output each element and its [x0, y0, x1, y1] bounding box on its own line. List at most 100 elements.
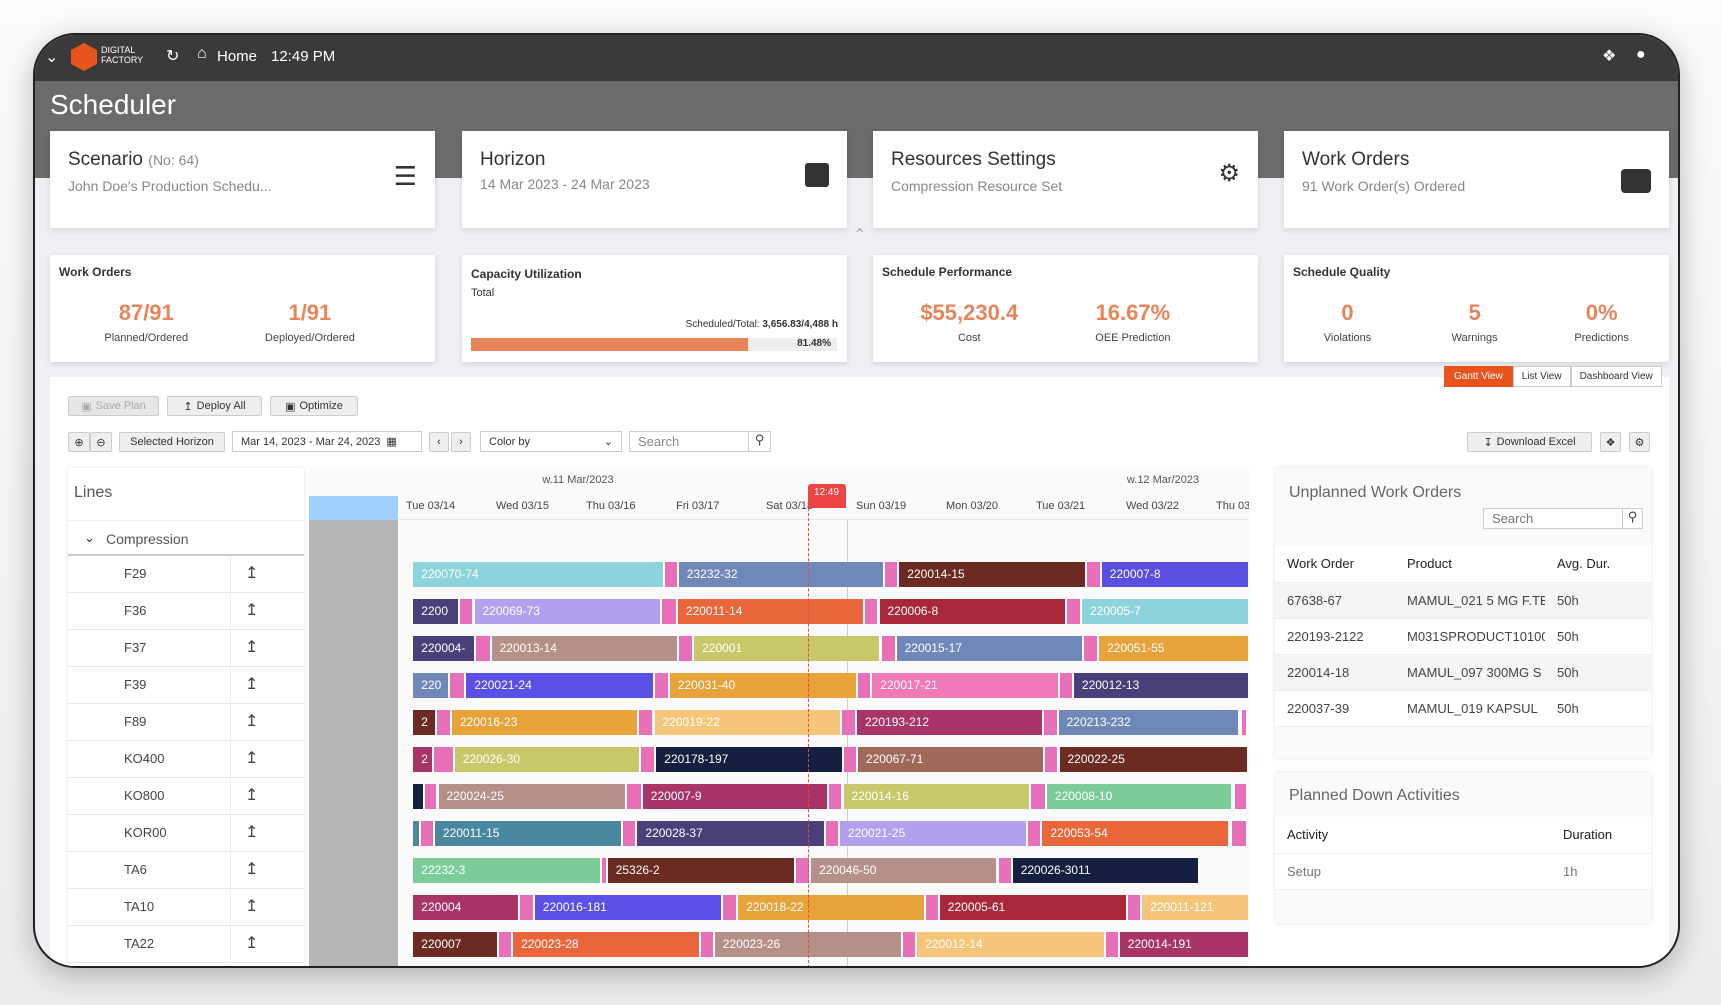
work-order-bar[interactable]: 220011-121: [1142, 895, 1248, 920]
work-order-bar[interactable]: 220016-181: [534, 895, 722, 920]
work-order-bar[interactable]: 220007-9: [642, 784, 828, 809]
deploy-line-icon[interactable]: ↥: [245, 713, 259, 730]
chevron-down-icon[interactable]: ⌄: [45, 49, 59, 66]
work-order-bar[interactable]: 220178-197: [656, 747, 842, 772]
work-order-bar[interactable]: 220005-61: [939, 895, 1127, 920]
fullscreen-gantt-button[interactable]: ❖: [1600, 432, 1621, 452]
deploy-line-icon[interactable]: ↥: [245, 787, 259, 804]
deploy-all-button[interactable]: ↥ Deploy All: [167, 396, 262, 416]
tab-dashboard-view[interactable]: Dashboard View: [1570, 366, 1662, 387]
calendar-icon[interactable]: ▦: [386, 436, 397, 448]
work-order-bar[interactable]: 220005-7: [1082, 599, 1248, 624]
col-header[interactable]: Avg. Dur.: [1545, 546, 1651, 583]
prev-button[interactable]: ‹: [429, 432, 449, 452]
calendar-icon[interactable]: [805, 163, 829, 187]
line-row[interactable]: TA22 ↥: [68, 926, 304, 963]
horizon-card[interactable]: Horizon 14 Mar 2023 - 24 Mar 2023: [462, 131, 847, 228]
work-order-bar[interactable]: 23232-32: [678, 562, 884, 587]
work-order-bar[interactable]: 220001: [694, 636, 880, 661]
work-order-bar[interactable]: 220014-16: [843, 784, 1029, 809]
work-order-bar[interactable]: 220022-25: [1059, 747, 1247, 772]
work-order-bar[interactable]: 2: [413, 747, 433, 772]
work-order-bar[interactable]: 22232-3: [413, 858, 600, 883]
list-alt-icon[interactable]: [1621, 169, 1651, 193]
line-row[interactable]: KOR00 ↥: [68, 815, 304, 852]
line-row[interactable]: TA6 ↥: [68, 852, 304, 889]
col-header[interactable]: Work Order: [1275, 546, 1395, 583]
deploy-line-icon[interactable]: ↥: [245, 898, 259, 915]
work-order-bar[interactable]: 220053-54: [1042, 821, 1228, 846]
work-order-bar[interactable]: 220011-14: [677, 599, 864, 624]
work-order-bar[interactable]: 220021-25: [839, 821, 1027, 846]
work-order-bar[interactable]: 220051-55: [1099, 636, 1248, 661]
resources-card[interactable]: Resources Settings Compression Resource …: [873, 131, 1258, 228]
group-row-compression[interactable]: ⌄ Compression: [68, 520, 304, 556]
gantt-timeline[interactable]: w.11 Mar/2023 w.12 Mar/2023 Tue 03/14 Wed 0…: [309, 468, 1249, 966]
work-order-bar[interactable]: 220023-28: [513, 932, 699, 957]
col-header[interactable]: Activity: [1275, 817, 1551, 854]
color-by-select[interactable]: Color by ⌄: [480, 431, 622, 452]
gantt-search-input[interactable]: Search ⚲: [629, 431, 771, 452]
work-order-bar[interactable]: 2: [413, 710, 435, 735]
collapse-chevron-icon[interactable]: ⌃: [853, 227, 867, 244]
line-row[interactable]: F89 ↥: [68, 704, 304, 741]
work-order-bar[interactable]: 220007: [413, 932, 497, 957]
work-order-bar[interactable]: 220015-17: [896, 636, 1082, 661]
work-order-bar[interactable]: 220193-212: [857, 710, 1043, 735]
deploy-line-icon[interactable]: ↥: [245, 861, 259, 878]
work-order-bar[interactable]: 220213-232: [1058, 710, 1238, 735]
work-order-bar[interactable]: 220028-37: [637, 821, 824, 846]
deploy-line-icon[interactable]: ↥: [245, 750, 259, 767]
next-button[interactable]: ›: [451, 432, 471, 452]
work-order-bar[interactable]: 220070-74: [413, 562, 663, 587]
work-order-bar[interactable]: 220014-15: [899, 562, 1085, 587]
search-icon[interactable]: ⚲: [1622, 509, 1642, 528]
line-row[interactable]: KO400 ↥: [68, 741, 304, 778]
download-excel-button[interactable]: ↧ Download Excel: [1467, 432, 1592, 452]
work-order-bar[interactable]: 220013-14: [491, 636, 677, 661]
list-icon[interactable]: ☰: [393, 161, 417, 191]
gears-icon[interactable]: ⚙: [1218, 160, 1240, 187]
home-link[interactable]: Home: [217, 48, 258, 65]
line-row[interactable]: TA10 ↥: [68, 889, 304, 926]
work-order-bar[interactable]: 220012-13: [1073, 673, 1248, 698]
date-range-input[interactable]: Mar 14, 2023 - Mar 24, 2023 ▦: [232, 431, 422, 452]
work-order-bar[interactable]: 2200: [413, 599, 459, 624]
work-order-bar[interactable]: 220018-22: [738, 895, 924, 920]
work-order-bar[interactable]: 220067-71: [857, 747, 1044, 772]
fullscreen-icon[interactable]: ❖: [1602, 48, 1617, 65]
unplanned-search-input[interactable]: Search ⚲: [1483, 508, 1643, 529]
work-order-bar[interactable]: 220012-14: [917, 932, 1104, 957]
home-icon[interactable]: ⌂: [197, 45, 207, 62]
search-icon[interactable]: ⚲: [748, 432, 770, 451]
zoom-in-button[interactable]: ⊕: [68, 432, 90, 452]
deploy-line-icon[interactable]: ↥: [245, 935, 259, 952]
work-order-bar[interactable]: 220: [413, 673, 449, 698]
line-row[interactable]: F37 ↥: [68, 630, 304, 667]
selected-horizon-button[interactable]: Selected Horizon: [119, 432, 225, 452]
deploy-line-icon[interactable]: ↥: [245, 676, 259, 693]
work-order-bar[interactable]: 220008-10: [1046, 784, 1232, 809]
work-order-bar[interactable]: 220069-73: [474, 599, 660, 624]
scenario-card[interactable]: Scenario (No: 64) John Doe's Production …: [50, 131, 435, 228]
work-order-bar[interactable]: [413, 784, 424, 809]
save-plan-button[interactable]: ▣ Save Plan: [68, 396, 159, 416]
col-header[interactable]: Duration: [1551, 817, 1651, 854]
table-row[interactable]: 220014-18 MAMUL_097 300MG S 50h: [1275, 654, 1651, 691]
work-order-bar[interactable]: 220017-21: [872, 673, 1058, 698]
table-row[interactable]: 67638-67 MAMUL_021 5 MG F.TE 50h: [1275, 582, 1651, 619]
settings-button[interactable]: ⚙: [1629, 432, 1650, 452]
work-order-bar[interactable]: 220004: [413, 895, 518, 920]
optimize-button[interactable]: ▣ Optimize: [270, 396, 358, 416]
line-row[interactable]: F39 ↥: [68, 667, 304, 704]
tab-gantt-view[interactable]: Gantt View: [1444, 366, 1513, 387]
work-order-bar[interactable]: 220021-24: [466, 673, 653, 698]
user-icon[interactable]: ●: [1636, 46, 1646, 63]
deploy-line-icon[interactable]: ↥: [245, 602, 259, 619]
refresh-icon[interactable]: ↻: [166, 48, 180, 65]
work-order-bar[interactable]: 25326-2: [607, 858, 794, 883]
line-row[interactable]: F29 ↥: [68, 556, 304, 593]
deploy-line-icon[interactable]: ↥: [245, 565, 259, 582]
work-order-bar[interactable]: 220004-: [413, 636, 474, 661]
work-order-bar[interactable]: 220019-22: [654, 710, 840, 735]
